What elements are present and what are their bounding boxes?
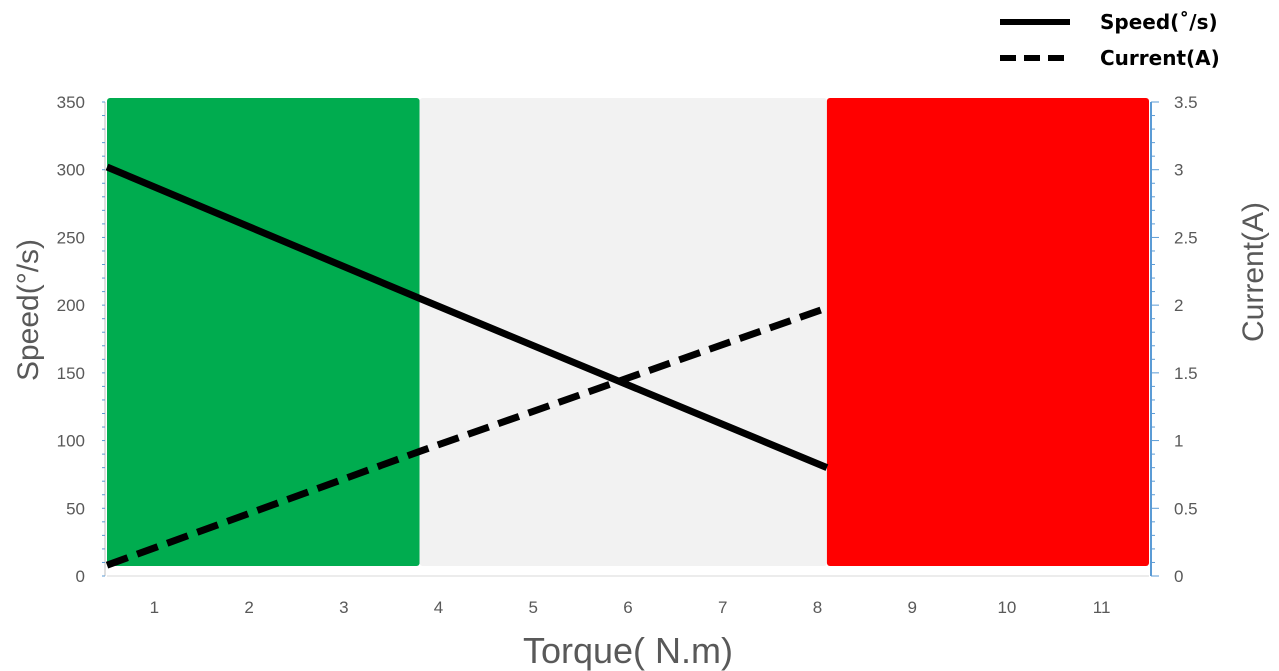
x-tick-label: 3 <box>339 598 348 617</box>
x-tick-label: 10 <box>997 598 1016 617</box>
left-tick-label: 0 <box>76 567 85 586</box>
x-tick-label: 8 <box>813 598 822 617</box>
x-tick-label: 7 <box>718 598 727 617</box>
x-tick-label: 5 <box>529 598 538 617</box>
right-tick-label: 1.5 <box>1174 364 1198 383</box>
x-axis-title: Torque( N.m) <box>523 630 733 671</box>
background-regions <box>107 98 1149 566</box>
series-line-current <box>105 304 829 569</box>
background-region-2 <box>419 98 827 566</box>
left-tick-label: 350 <box>57 93 85 112</box>
x-tick-label: 1 <box>150 598 159 617</box>
left-tick-label: 250 <box>57 228 85 247</box>
right-tick-label: 0.5 <box>1174 499 1198 518</box>
left-tick-label: 150 <box>57 364 85 383</box>
right-tick-label: 0 <box>1174 567 1183 586</box>
legend-label-speed: Speed(˚/s) <box>1100 10 1218 34</box>
right-tick-label: 1 <box>1174 432 1183 451</box>
x-tick-label: 2 <box>244 598 253 617</box>
background-region-1 <box>107 98 420 566</box>
left-y-axis: 0 50 100 150 200 250 300 350 <box>57 93 106 586</box>
left-tick-label: 300 <box>57 161 85 180</box>
left-tick-label: 100 <box>57 432 85 451</box>
y-right-axis-title: Current(A) <box>1237 202 1270 342</box>
legend: Speed(˚/s) Current(A) <box>1000 10 1220 70</box>
x-tick-label: 9 <box>907 598 916 617</box>
right-tick-label: 3 <box>1174 161 1183 180</box>
right-y-axis: 0 0.5 1 1.5 2 2.5 3 3.5 <box>1150 93 1198 586</box>
x-tick-label: 6 <box>623 598 632 617</box>
series-layer <box>105 163 829 569</box>
right-tick-label: 3.5 <box>1174 93 1198 112</box>
background-region-3 <box>826 98 1149 566</box>
legend-label-current: Current(A) <box>1100 46 1220 70</box>
x-tick-label: 11 <box>1093 598 1111 617</box>
y-left-axis-title: Speed(°/s) <box>12 239 45 381</box>
x-axis: 1 2 3 4 5 6 7 8 9 10 11 <box>107 575 1149 617</box>
right-tick-label: 2.5 <box>1174 228 1198 247</box>
x-tick-label: 4 <box>434 598 443 617</box>
left-tick-label: 200 <box>57 296 85 315</box>
right-tick-label: 2 <box>1174 296 1183 315</box>
series-line-speed <box>105 163 829 471</box>
left-tick-label: 50 <box>66 499 85 518</box>
